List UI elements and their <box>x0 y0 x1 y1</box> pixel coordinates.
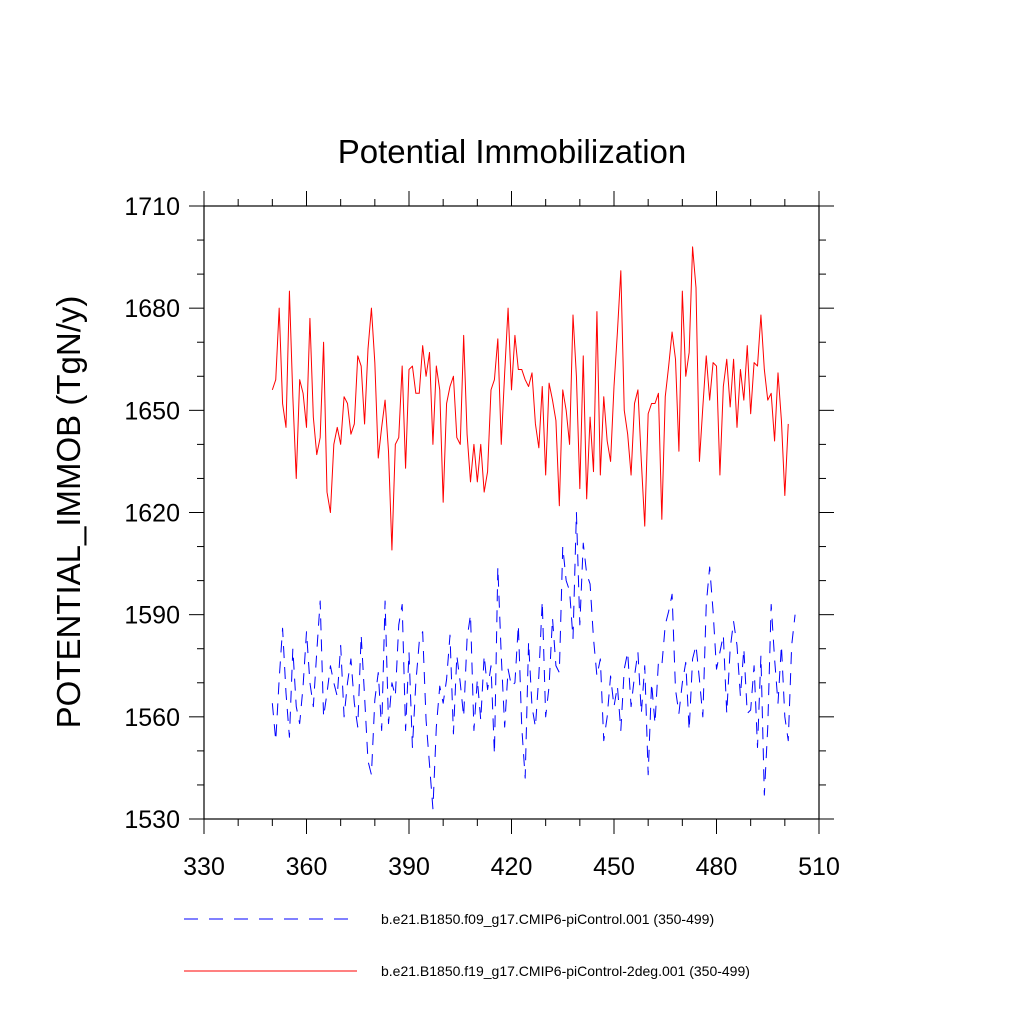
axis-ticks <box>189 191 834 834</box>
y-tick-label: 1530 <box>124 806 180 834</box>
x-tick-label: 390 <box>388 853 430 881</box>
plot-frame <box>203 205 820 820</box>
chart-title: Potential Immobilization <box>338 133 687 170</box>
series-layer <box>271 246 796 810</box>
y-tick-label: 1620 <box>124 500 180 528</box>
series-line-1 <box>271 512 796 810</box>
legend-label: b.e21.B1850.f19_g17.CMIP6-piControl-2deg… <box>381 963 750 979</box>
series-line-2 <box>271 246 789 551</box>
x-tick-label: 420 <box>491 853 533 881</box>
y-tick-label: 1560 <box>124 704 180 732</box>
x-tick-label: 360 <box>286 853 328 881</box>
y-tick-label: 1590 <box>124 602 180 630</box>
legend-label: b.e21.B1850.f09_g17.CMIP6-piControl.001 … <box>381 911 714 927</box>
y-tick-label: 1680 <box>124 295 180 323</box>
x-tick-labels: 330 360 390 420 450 480 510 <box>183 853 840 881</box>
y-tick-label: 1710 <box>124 193 180 221</box>
legend: b.e21.B1850.f09_g17.CMIP6-piControl.001 … <box>184 911 750 979</box>
y-tick-labels: 1530 1560 1590 1620 1650 1680 1710 <box>124 193 180 834</box>
x-tick-label: 450 <box>593 853 635 881</box>
x-tick-label: 480 <box>696 853 738 881</box>
x-tick-label: 330 <box>183 853 225 881</box>
x-tick-label: 510 <box>798 853 840 881</box>
y-axis-title: POTENTIAL_IMMOB (TgN/y) <box>50 296 87 729</box>
y-tick-label: 1650 <box>124 397 180 425</box>
